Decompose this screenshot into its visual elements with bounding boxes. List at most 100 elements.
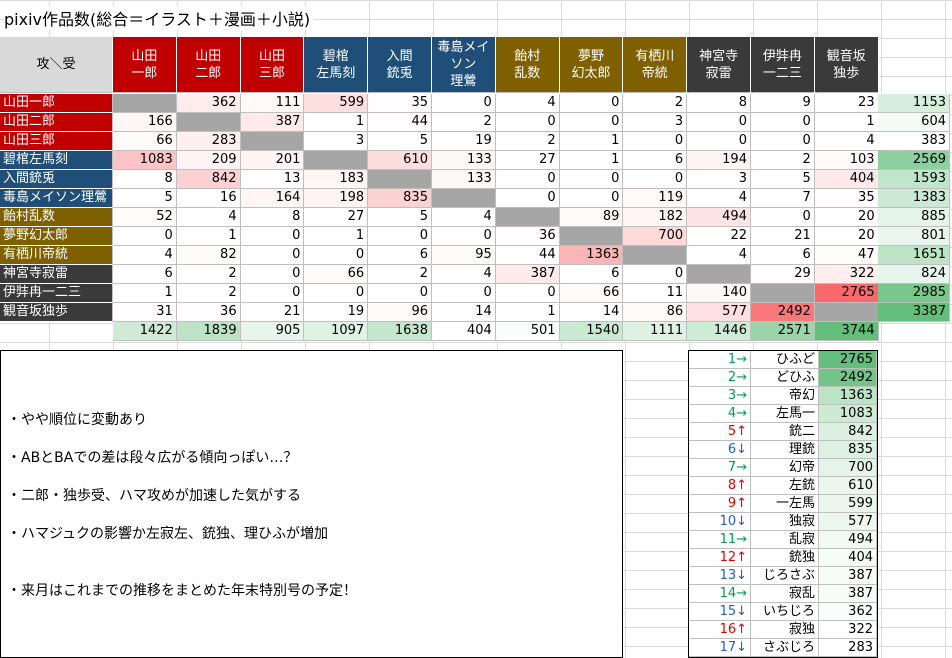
- count-cell: 0: [432, 94, 496, 113]
- pair-count: 387: [819, 585, 877, 603]
- count-cell: 2765: [814, 284, 879, 303]
- pair-name: 左馬一: [751, 405, 819, 423]
- column-header: 伊弉冉 一二三: [751, 37, 815, 93]
- count-cell: 14: [559, 303, 624, 322]
- count-cell: 6: [368, 246, 432, 265]
- rank-label: 4→: [689, 405, 751, 423]
- count-cell: 89: [559, 208, 624, 227]
- count-cell: 111: [240, 94, 305, 113]
- note-line: ・二郎・独歩受、ハマ攻めが加速した気がする: [7, 488, 301, 504]
- count-cell: 6: [559, 265, 624, 284]
- row-total: 604: [878, 113, 950, 132]
- diagonal-cell: [176, 113, 241, 132]
- count-cell: 133: [432, 170, 496, 189]
- count-cell: 0: [304, 284, 369, 303]
- rank-label: 3→: [689, 387, 751, 405]
- count-cell: 95: [432, 246, 496, 265]
- row-total: 1593: [878, 170, 950, 189]
- count-cell: 5: [368, 132, 432, 151]
- pair-count: 610: [819, 477, 877, 495]
- count-cell: 387: [240, 113, 305, 132]
- count-cell: 3: [304, 132, 369, 151]
- note-line: ・やや順位に変動あり: [7, 412, 147, 428]
- rank-label: 2→: [689, 369, 751, 387]
- pair-name: どひふ: [751, 369, 819, 387]
- count-cell: 0: [623, 265, 688, 284]
- count-cell: 13: [240, 170, 305, 189]
- count-cell: 0: [368, 284, 432, 303]
- count-cell: 66: [559, 284, 624, 303]
- pair-count: 599: [819, 495, 877, 513]
- column-total: 1422: [113, 322, 177, 341]
- count-cell: 5: [751, 170, 815, 189]
- pair-count: 322: [819, 621, 877, 639]
- count-cell: 283: [176, 132, 241, 151]
- count-cell: 2: [623, 94, 688, 113]
- pair-name: ひふど: [751, 351, 819, 369]
- count-cell: 44: [495, 246, 560, 265]
- count-cell: 20: [814, 208, 879, 227]
- column-total: 1540: [559, 322, 624, 341]
- count-cell: 6: [623, 151, 688, 170]
- count-cell: 183: [304, 170, 369, 189]
- count-cell: 36: [495, 227, 560, 246]
- row-total: 2985: [878, 284, 950, 303]
- count-cell: 20: [814, 227, 879, 246]
- count-cell: 140: [687, 284, 751, 303]
- count-cell: 5: [368, 208, 432, 227]
- pair-count: 577: [819, 513, 877, 531]
- count-cell: 4: [687, 189, 751, 208]
- count-cell: 82: [176, 246, 241, 265]
- count-cell: 0: [240, 246, 305, 265]
- column-total: 501: [495, 322, 560, 341]
- count-cell: 5: [113, 189, 177, 208]
- count-cell: 842: [176, 170, 241, 189]
- count-cell: 1: [495, 303, 560, 322]
- column-total: 1097: [304, 322, 369, 341]
- pair-count: 835: [819, 441, 877, 459]
- count-cell: 8: [687, 94, 751, 113]
- pair-name: 左銃: [751, 477, 819, 495]
- row-header: 伊弉冉一二三: [0, 284, 113, 303]
- count-cell: 1083: [113, 151, 177, 170]
- diagonal-cell: [368, 170, 432, 189]
- row-header: 観音坂独歩: [0, 303, 113, 322]
- count-cell: 1: [176, 227, 241, 246]
- row-header: 飴村乱数: [0, 208, 113, 227]
- count-cell: 164: [240, 189, 305, 208]
- rank-label: 16↑: [689, 621, 751, 639]
- count-cell: 0: [559, 170, 624, 189]
- count-cell: 404: [814, 170, 879, 189]
- row-header: 入間銃兎: [0, 170, 113, 189]
- pair-name: 幻帝: [751, 459, 819, 477]
- count-cell: 0: [751, 132, 815, 151]
- count-cell: 103: [814, 151, 879, 170]
- pair-name: 寂乱: [751, 585, 819, 603]
- count-cell: 0: [687, 132, 751, 151]
- count-cell: 23: [814, 94, 879, 113]
- diagonal-cell: [559, 227, 624, 246]
- count-cell: 119: [623, 189, 688, 208]
- count-cell: 610: [368, 151, 432, 170]
- column-header: 山田 三郎: [240, 37, 305, 93]
- diagonal-cell: [623, 246, 688, 265]
- note-line: ・ハマジュクの影響か左寂左、銃独、理ひふが増加: [7, 526, 329, 542]
- pair-count: 1083: [819, 405, 877, 423]
- diagonal-cell: [814, 303, 879, 322]
- row-total: 1153: [878, 94, 950, 113]
- diagonal-cell: [687, 265, 751, 284]
- count-cell: 1: [304, 113, 369, 132]
- row-total: 383: [878, 132, 950, 151]
- count-cell: 0: [240, 265, 305, 284]
- count-cell: 4: [495, 94, 560, 113]
- column-header: 飴村 乱数: [495, 37, 560, 93]
- column-total: 2571: [751, 322, 815, 341]
- count-cell: 133: [432, 151, 496, 170]
- count-cell: 8: [240, 208, 305, 227]
- count-cell: 0: [623, 132, 688, 151]
- count-cell: 2: [368, 265, 432, 284]
- count-cell: 2492: [751, 303, 815, 322]
- count-cell: 201: [240, 151, 305, 170]
- count-cell: 0: [368, 227, 432, 246]
- notes-box: ・やや順位に変動あり ・ABとBAでの差は段々広がる傾向っぽい…？ ・二郎・独歩受、…: [0, 350, 623, 658]
